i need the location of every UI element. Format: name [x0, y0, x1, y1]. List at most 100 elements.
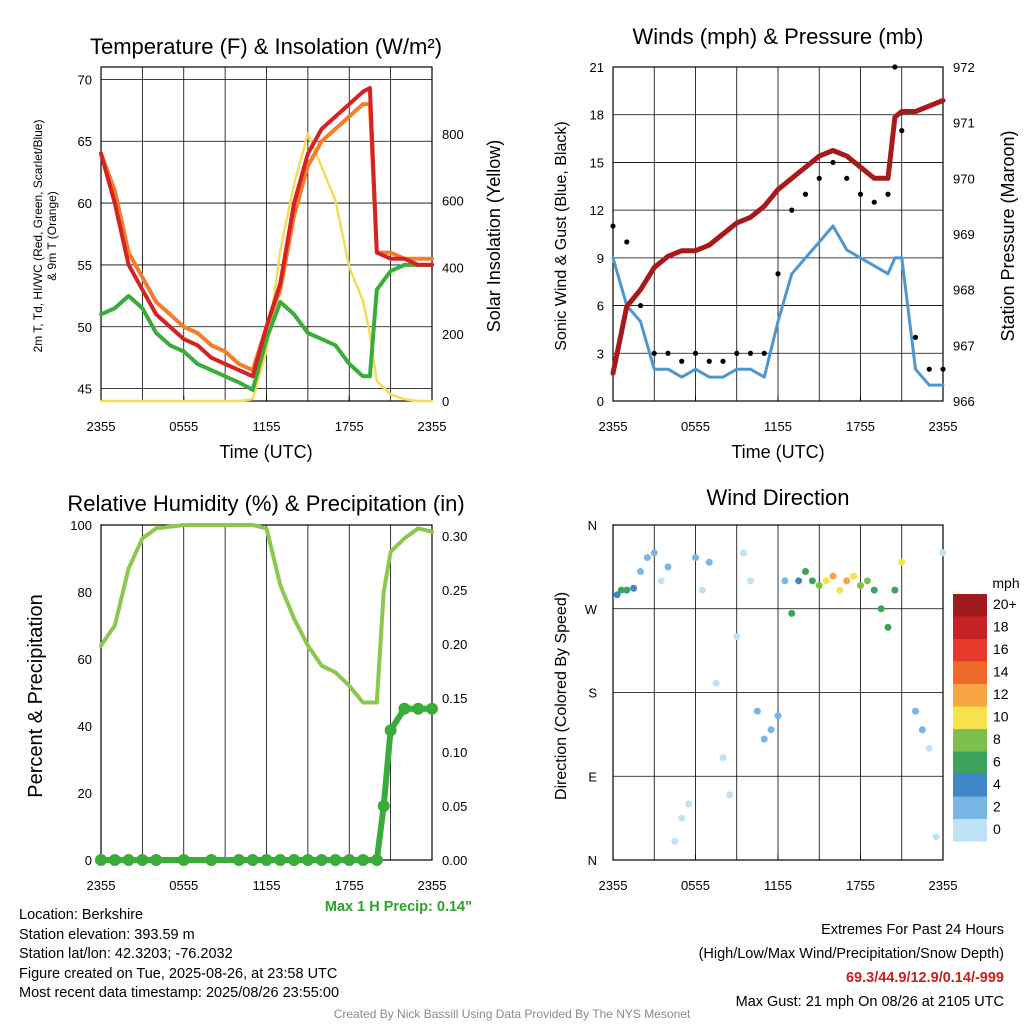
temp-ylabel-2: & 9m T (Orange) — [45, 191, 59, 281]
direction-point — [898, 558, 906, 566]
station-info: Location: Berkshire Station elevation: 3… — [19, 906, 339, 1004]
direction-point — [843, 577, 851, 585]
gust-point — [747, 350, 754, 356]
precip-point — [377, 799, 390, 812]
direction-point — [877, 605, 885, 613]
gust-point — [775, 271, 781, 277]
gust-point — [912, 334, 919, 340]
direction-point — [788, 609, 796, 617]
wind-left-tick: 15 — [590, 155, 604, 170]
x-tick-label: 0555 — [681, 419, 710, 434]
legend-swatch — [953, 616, 987, 639]
x-tick-label: 1755 — [335, 878, 364, 893]
legend-label: 18 — [993, 619, 1009, 635]
direction-point — [912, 707, 919, 715]
x-tick-label: 0555 — [169, 419, 198, 434]
precip-point — [232, 854, 245, 866]
precip-point — [260, 854, 273, 866]
legend-label: 16 — [993, 641, 1009, 657]
precip-point — [343, 854, 356, 866]
direction-point — [630, 584, 638, 592]
rh-right-tick: 0.10 — [442, 745, 467, 760]
direction-point — [685, 800, 693, 808]
figure-created: Figure created on Tue, 2025-08-26, at 23… — [19, 965, 338, 982]
wind-left-tick: 3 — [597, 346, 604, 361]
direction-point — [802, 568, 809, 576]
gust-point — [720, 358, 726, 364]
wind-right-tick: 967 — [953, 338, 975, 353]
direction-point — [808, 577, 816, 585]
legend-label: 12 — [993, 686, 1009, 702]
recent-timestamp: Most recent data timestamp: 2025/08/26 2… — [19, 985, 340, 1001]
direction-point — [753, 707, 761, 715]
direction-point — [925, 744, 933, 752]
precip-point — [122, 854, 135, 866]
legend-label: 14 — [993, 664, 1009, 680]
temp-right-tick: 400 — [442, 260, 464, 275]
extremes-values: 69.3/44.9/12.9/0.14/-999 — [845, 970, 1004, 986]
x-tick-label: 1755 — [846, 878, 875, 893]
wind-ylabel-right: Station Pressure (Maroon) — [998, 130, 1018, 341]
rh-right-tick: 0.20 — [442, 637, 467, 652]
precip-point — [357, 854, 370, 866]
direction-point — [781, 577, 789, 585]
wind-right-tick: 972 — [953, 60, 975, 75]
gust-point — [892, 64, 898, 70]
dir-tick: E — [588, 769, 597, 784]
extremes-box: Extremes For Past 24 Hours (High/Low/Max… — [699, 918, 1004, 1014]
direction-point — [767, 726, 775, 734]
precip-point — [384, 724, 397, 737]
gust-point — [679, 358, 685, 364]
temp-right-tick: 200 — [442, 327, 464, 342]
gust-point — [624, 239, 630, 245]
legend-label: 2 — [993, 799, 1001, 815]
direction-point — [617, 586, 625, 594]
x-tick-label: 1755 — [335, 419, 364, 434]
gust-point — [637, 302, 644, 309]
temp-xlabel: Time (UTC) — [219, 442, 312, 462]
extremes-subtitle: (High/Low/Max Wind/Precipitation/Snow De… — [698, 946, 1004, 962]
direction-point — [678, 814, 686, 822]
gust-point — [871, 199, 877, 205]
x-tick-label: 1755 — [846, 419, 875, 434]
legend-swatch — [953, 729, 987, 752]
dir-tick: N — [588, 853, 597, 868]
dir-ylabel-left: Direction (Colored By Speed) — [553, 592, 570, 800]
precip-point — [301, 854, 314, 866]
temp-left-tick: 65 — [78, 134, 92, 149]
direction-point — [939, 549, 947, 557]
gust-point — [885, 191, 891, 197]
x-tick-label: 2355 — [929, 419, 958, 434]
legend-swatch — [953, 594, 987, 617]
station-elevation: Station elevation: 393.59 m — [19, 926, 195, 943]
gust-point — [899, 128, 905, 134]
rh-right-tick: 0.05 — [442, 799, 467, 814]
wind-right-tick: 970 — [953, 171, 975, 186]
gust-point — [789, 207, 795, 213]
direction-point — [836, 586, 844, 594]
direction-point — [657, 577, 665, 585]
wind-left-tick: 18 — [590, 108, 604, 123]
direction-point — [623, 586, 631, 594]
precip-point — [412, 702, 425, 715]
temp-ylabel-1: 2m T, Td, HI/WC (Red, Green, Scarlet/Blu… — [31, 120, 45, 353]
direction-point — [747, 577, 754, 585]
direction-point — [692, 554, 699, 562]
direction-point — [774, 712, 782, 720]
precip-point — [136, 854, 149, 866]
gust-point — [940, 366, 946, 372]
series-2m-t — [99, 86, 434, 379]
gust-point — [816, 175, 822, 181]
x-tick-label: 2355 — [599, 878, 628, 893]
legend-swatch — [953, 751, 987, 774]
direction-point — [863, 577, 871, 585]
gust-point — [610, 223, 616, 229]
series-rh — [99, 523, 434, 705]
legend-swatch — [953, 706, 987, 729]
direction-point — [822, 577, 830, 585]
direction-point — [740, 549, 748, 557]
legend-label: 0 — [993, 821, 1001, 837]
direction-point — [650, 549, 658, 557]
precip-point — [274, 854, 287, 866]
gust-point — [761, 350, 767, 356]
